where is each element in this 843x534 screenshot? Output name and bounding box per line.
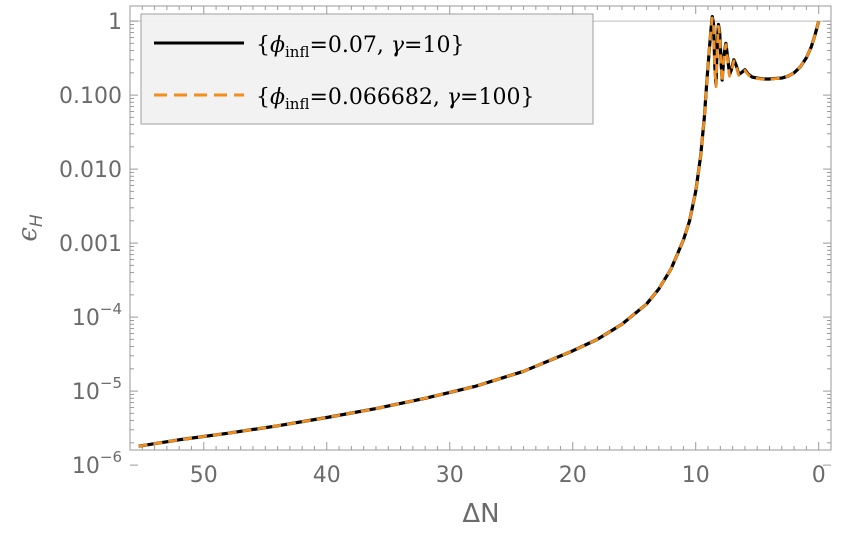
y-tick-label: 10−5 — [72, 374, 122, 405]
legend-mid-2: =0.066682, — [309, 85, 446, 110]
y-tick-label-exponent: −5 — [100, 374, 122, 392]
legend-close-1: =10} — [404, 33, 464, 58]
legend-sub-1: infl — [285, 43, 309, 61]
x-tick-label: 50 — [190, 463, 218, 488]
x-tick-label: 30 — [436, 463, 464, 488]
y-tick-label-base: 10 — [72, 380, 100, 405]
y-tick-label: 0.100 — [59, 84, 122, 109]
y-minor-ticks — [130, 23, 831, 444]
y-axis-label-sub: H — [27, 214, 47, 227]
y-tick-label: 0.001 — [59, 232, 122, 257]
y-axis-label: ϵH — [13, 214, 47, 242]
legend-open-1: { — [256, 33, 270, 58]
legend-phi-2: ϕ — [270, 85, 285, 110]
x-tick-label: 10 — [682, 463, 710, 488]
x-axis: 50 40 30 20 10 0 — [141, 6, 826, 488]
legend-phi-1: ϕ — [270, 33, 285, 58]
y-tick-label-exponent: −6 — [100, 448, 122, 466]
legend-entry-series-1: {ϕinfl=0.07, γ=10} — [256, 33, 464, 61]
legend-mid-1: =0.07, — [309, 33, 390, 58]
x-tick-label: 20 — [559, 463, 587, 488]
x-tick-label: 0 — [812, 463, 826, 488]
y-tick-label: 1 — [108, 10, 122, 35]
legend-gamma-1: γ — [391, 33, 405, 58]
y-tick-label-base: 10 — [72, 306, 100, 331]
legend-box — [140, 13, 594, 125]
legend-open-2: { — [256, 85, 270, 110]
y-tick-label-exponent: −4 — [100, 300, 122, 318]
x-axis-label: ΔN — [462, 499, 499, 529]
series-layer — [138, 15, 821, 448]
legend: {ϕinfl=0.07, γ=10} {ϕinfl=0.066682, γ=10… — [140, 13, 594, 125]
y-tick-label: 10−4 — [72, 300, 122, 331]
y-axis-label-main: ϵ — [13, 227, 43, 242]
legend-close-2: =100} — [460, 85, 534, 110]
y-tick-label-base: 10 — [72, 454, 100, 479]
series-line-2 — [138, 16, 821, 448]
y-tick-label: 0.010 — [59, 158, 122, 183]
legend-entry-series-2: {ϕinfl=0.066682, γ=100} — [256, 85, 534, 113]
y-tick-label: 10−6 — [72, 448, 122, 479]
legend-sub-2: infl — [285, 95, 309, 113]
x-tick-label: 40 — [313, 463, 341, 488]
legend-gamma-2: γ — [447, 85, 461, 110]
